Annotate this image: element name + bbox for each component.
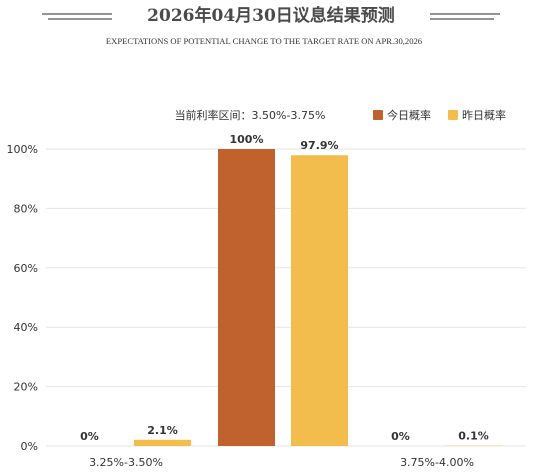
legend: 当前利率区间：3.50%-3.75% 今日概率 昨日概率	[175, 108, 506, 122]
bar-value-label: 2.1%	[147, 424, 178, 437]
bar-value-label: 0.1%	[458, 430, 489, 443]
bar-value-label: 100%	[230, 133, 264, 146]
y-tick-label: 60%	[14, 262, 38, 275]
bar	[134, 439, 191, 446]
y-tick-label: 0%	[21, 440, 38, 453]
current-rate-range-label: 当前利率区间：3.50%-3.75%	[175, 108, 326, 122]
legend-swatch-today	[373, 110, 383, 120]
bar-value-label: 0%	[391, 430, 410, 443]
x-category-label: 3.75%-4.00%	[400, 456, 474, 469]
gridlines	[46, 148, 526, 447]
bar	[218, 149, 275, 446]
y-tick-label: 100%	[7, 143, 38, 156]
chart-subtitle: EXPECTATIONS OF POTENTIAL CHANGE TO THE …	[106, 36, 423, 46]
bars	[134, 149, 502, 446]
x-category-label: 3.25%-3.50%	[89, 456, 163, 469]
x-axis: 3.25%-3.50% 3.75%-4.00%	[89, 456, 474, 469]
bar-value-label: 97.9%	[300, 139, 338, 152]
chart-title: 2026年04月30日议息结果预测	[147, 5, 395, 26]
bar-value-label: 0%	[80, 430, 99, 443]
y-tick-label: 40%	[14, 321, 38, 334]
legend-label-today: 今日概率	[387, 108, 431, 122]
y-tick-label: 20%	[14, 381, 38, 394]
y-axis: 0% 20% 40% 60% 80% 100%	[7, 143, 38, 453]
bar-value-labels: 0% 2.1% 100% 97.9% 0% 0.1%	[80, 133, 489, 443]
y-tick-label: 80%	[14, 202, 38, 215]
legend-label-yesterday: 昨日概率	[462, 108, 506, 122]
legend-swatch-yesterday	[448, 110, 458, 120]
bar	[291, 155, 348, 446]
chart-header: 2026年04月30日议息结果预测 EXPECTATIONS OF POTENT…	[42, 5, 500, 46]
